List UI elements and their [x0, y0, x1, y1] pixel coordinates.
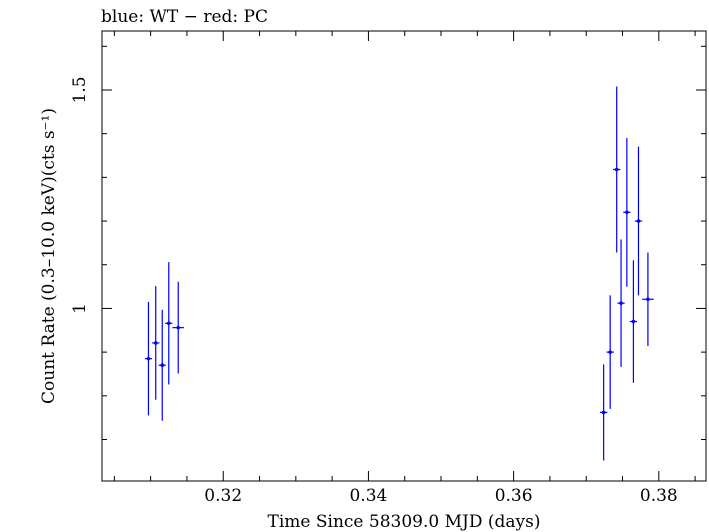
- data-point: [629, 260, 638, 383]
- point-marker: [146, 356, 151, 361]
- point-marker: [619, 301, 623, 305]
- point-marker: [160, 363, 165, 368]
- x-tick-label: 0.36: [495, 486, 533, 506]
- point-marker: [614, 167, 619, 172]
- data-point: [144, 301, 153, 416]
- data-point: [606, 295, 614, 409]
- point-marker: [636, 219, 641, 223]
- data-point: [600, 364, 608, 461]
- data-point: [617, 239, 625, 367]
- point-marker: [166, 321, 171, 326]
- data-point: [642, 252, 654, 346]
- y-tick-label: 1: [70, 303, 90, 314]
- point-marker: [646, 297, 650, 302]
- axis-ticks: 0.32 0.34 0.36 0.38 1 1.5: [70, 31, 706, 506]
- data-points: [144, 86, 654, 461]
- x-tick-label: 0.32: [204, 486, 242, 506]
- y-tick-label: 1.5: [70, 76, 90, 103]
- point-marker: [601, 410, 606, 415]
- point-marker: [625, 210, 629, 215]
- data-point: [623, 138, 631, 287]
- point-marker: [608, 350, 612, 354]
- data-point: [634, 146, 643, 296]
- data-point: [172, 281, 185, 374]
- point-marker: [176, 325, 181, 330]
- point-marker: [631, 319, 636, 324]
- data-point: [158, 309, 166, 421]
- chart-title: blue: WT − red: PC: [101, 7, 268, 27]
- x-tick-label: 0.38: [640, 486, 678, 506]
- data-point: [152, 286, 160, 400]
- data-point: [613, 86, 621, 253]
- plot-frame: [101, 30, 707, 482]
- point-marker: [153, 341, 158, 345]
- y-axis-label: Count Rate (0.3–10.0 keV)(cts s⁻¹): [39, 108, 59, 404]
- x-axis-label: Time Since 58309.0 MJD (days): [268, 512, 541, 532]
- data-point: [165, 262, 173, 385]
- x-tick-label: 0.34: [349, 486, 387, 506]
